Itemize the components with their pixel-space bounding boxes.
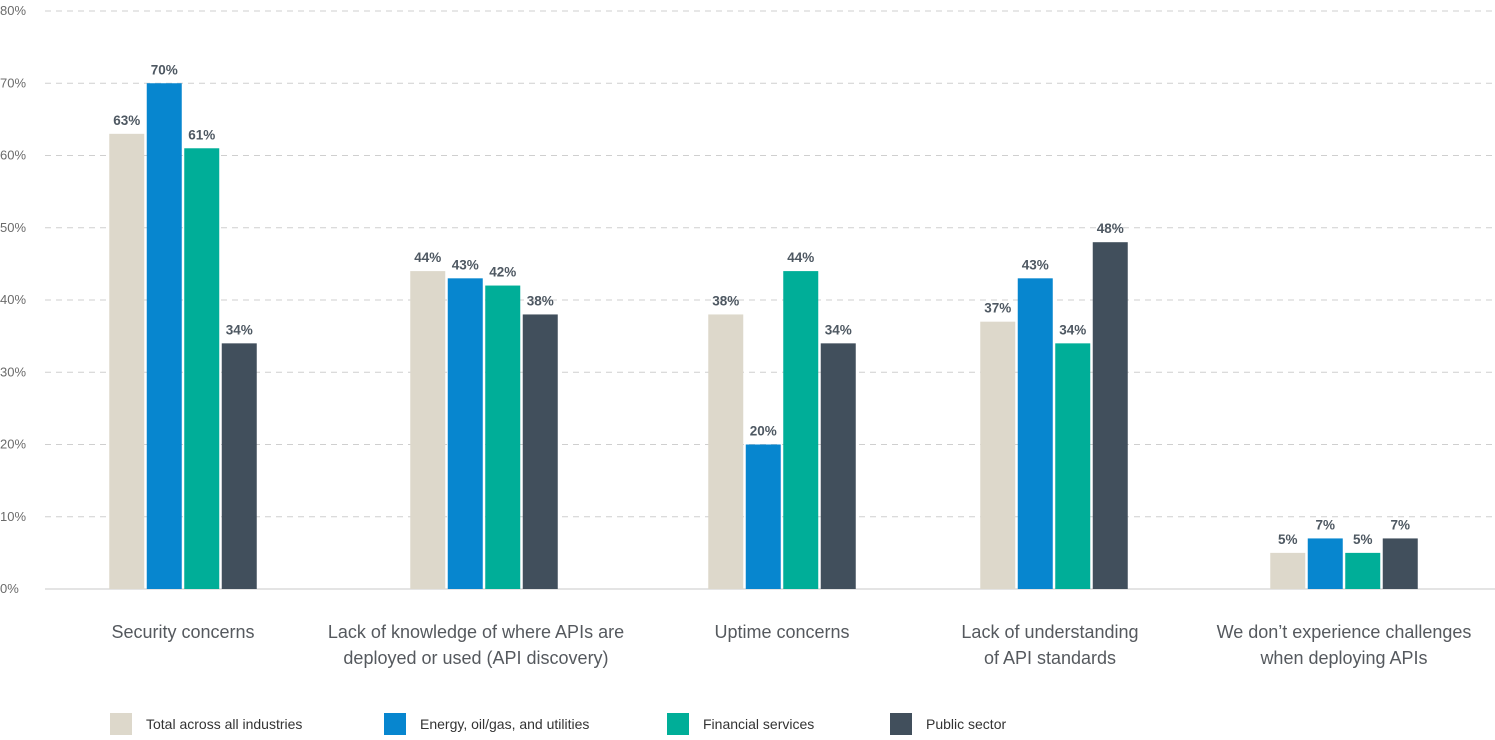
data-labels: 63% 70% 61% 34% 44% 43% 42% 38% 38% 20% 44% 34% 37% 4… [113, 62, 1410, 547]
data-label: 42% [489, 265, 516, 280]
legend-label: Financial services [703, 716, 814, 732]
y-tick-label: 30% [0, 364, 26, 379]
bar [1382, 538, 1418, 589]
category-label: Lack of understanding of API standards [961, 622, 1138, 668]
category-label: We don’t experience challenges when deplo… [1217, 622, 1472, 668]
data-label: 20% [750, 424, 777, 439]
y-tick-label: 50% [0, 220, 26, 235]
data-label: 61% [188, 127, 215, 142]
y-tick-label: 80% [0, 3, 26, 18]
legend-swatch [890, 713, 912, 735]
legend: Total across all industries Energy, oil/g… [110, 713, 1006, 735]
legend-swatch [667, 713, 689, 735]
bar [745, 444, 781, 589]
y-tick-label: 20% [0, 437, 26, 452]
legend-label: Energy, oil/gas, and utilities [420, 716, 589, 732]
data-label: 34% [1059, 322, 1086, 337]
bar [485, 285, 521, 589]
data-label: 44% [414, 250, 441, 265]
bar [820, 343, 856, 589]
data-label: 5% [1353, 532, 1373, 547]
data-label: 34% [226, 322, 253, 337]
bar [109, 133, 145, 589]
bars [109, 83, 1418, 589]
data-label: 7% [1390, 517, 1410, 532]
y-tick-label: 70% [0, 75, 26, 90]
legend-item: Public sector [890, 713, 1006, 735]
category-label: Security concerns [111, 622, 254, 642]
category-label: Uptime concerns [714, 622, 849, 642]
data-label: 43% [452, 257, 479, 272]
legend-item: Financial services [667, 713, 814, 735]
bar [447, 278, 483, 589]
legend-swatch [110, 713, 132, 735]
bar [522, 314, 558, 589]
y-tick-label: 40% [0, 292, 26, 307]
data-label: 5% [1278, 532, 1298, 547]
data-label: 63% [113, 113, 140, 128]
bar [1055, 343, 1091, 589]
bar [1092, 242, 1128, 589]
data-label: 48% [1097, 221, 1124, 236]
data-label: 37% [984, 301, 1011, 316]
data-label: 38% [527, 293, 554, 308]
bar [1307, 538, 1343, 589]
y-axis-tick-labels: 0% 10% 20% 30% 40% 50% 60% 70% 80% [0, 3, 26, 596]
data-label: 70% [151, 62, 178, 77]
bar [221, 343, 257, 589]
data-label: 7% [1315, 517, 1335, 532]
bar [410, 271, 446, 589]
bar [783, 271, 819, 589]
data-label: 34% [825, 322, 852, 337]
bar [1017, 278, 1053, 589]
legend-label: Total across all industries [146, 716, 302, 732]
bar [1345, 552, 1381, 589]
y-tick-label: 60% [0, 148, 26, 163]
legend-label: Public sector [926, 716, 1006, 732]
x-axis-category-labels: Security concerns Lack of knowledge of wh… [111, 622, 1471, 668]
bar [1270, 552, 1306, 589]
data-label: 44% [787, 250, 814, 265]
bar [708, 314, 744, 589]
legend-swatch [384, 713, 406, 735]
legend-item: Energy, oil/gas, and utilities [384, 713, 589, 735]
bar [980, 321, 1016, 589]
bar [184, 148, 220, 589]
bar [146, 83, 182, 589]
legend-item: Total across all industries [110, 713, 302, 735]
y-tick-label: 0% [0, 581, 19, 596]
y-tick-label: 10% [0, 509, 26, 524]
category-label: Lack of knowledge of where APIs are deplo… [328, 622, 624, 668]
data-label: 38% [712, 293, 739, 308]
data-label: 43% [1022, 257, 1049, 272]
